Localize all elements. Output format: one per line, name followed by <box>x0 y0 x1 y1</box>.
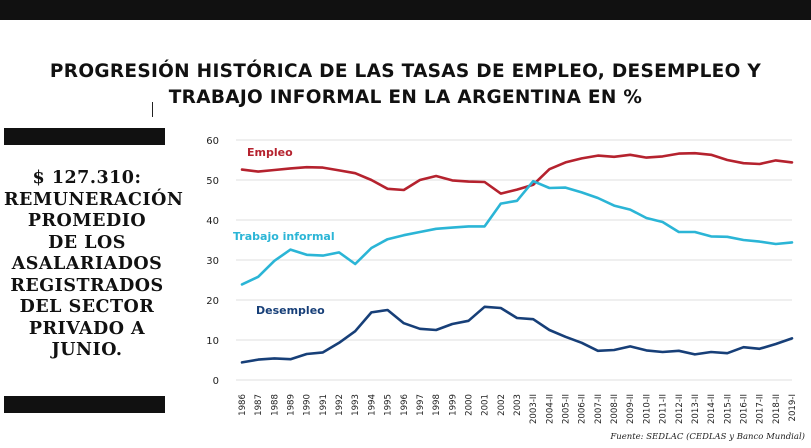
chart-gridlines <box>236 139 792 381</box>
x-tick-label: 2019-I <box>788 394 798 422</box>
x-tick-label: 2003 <box>513 394 523 416</box>
source-note: Fuente: SEDLAC (CEDLAS y Banco Mundial) <box>610 432 805 442</box>
y-tick-label: 50 <box>206 176 219 187</box>
series-label: Desempleo <box>256 304 325 317</box>
x-tick-label: 2018-II <box>772 394 782 424</box>
title-line-2: TRABAJO INFORMAL EN LA ARGENTINA EN % <box>168 87 643 108</box>
x-tick-label: 2001 <box>481 394 491 416</box>
x-tick-label: 2006-II <box>578 394 588 424</box>
y-tick-label: 60 <box>206 136 219 147</box>
series-line <box>240 179 794 286</box>
y-tick-label: 20 <box>206 296 219 307</box>
x-tick-label: 2016-II <box>739 394 749 424</box>
chart-title: PROGRESIÓN HISTÓRICA DE LAS TASAS DE EMP… <box>0 59 811 111</box>
x-tick-label: 1990 <box>303 394 313 416</box>
title-line-1: PROGRESIÓN HISTÓRICA DE LAS TASAS DE EMP… <box>49 61 762 82</box>
y-axis-tick-labels: 0 10 20 30 40 50 60 <box>206 136 219 387</box>
x-tick-label: 1997 <box>416 394 426 416</box>
x-tick-label: 1989 <box>287 394 297 416</box>
title-divider-line <box>152 102 153 117</box>
x-tick-label: 1993 <box>351 394 361 416</box>
callout-top-bar <box>4 128 165 145</box>
y-tick-label: 10 <box>206 336 219 347</box>
x-tick-label: 1994 <box>367 394 377 416</box>
x-tick-label: 2005-II <box>562 394 572 424</box>
x-tick-label: 1995 <box>384 394 394 416</box>
x-tick-label: 2009-II <box>626 394 636 424</box>
x-tick-label: 2012-II <box>675 394 685 424</box>
top-black-bar <box>0 0 811 20</box>
x-axis-tick-labels: 1986 1987 1988 1989 1990 1991 1992 1993 1994 1995… <box>238 394 798 424</box>
series-line <box>240 151 794 195</box>
x-tick-label: 2008-II <box>610 394 620 424</box>
y-tick-label: 0 <box>213 376 219 387</box>
x-tick-label: 2003-II <box>529 394 539 424</box>
callout-text: REMUNERACIÓN PROMEDIO DE LOS ASALARIADOS… <box>4 189 184 361</box>
x-tick-label: 2002 <box>497 394 507 416</box>
x-tick-label: 1988 <box>270 394 280 416</box>
x-tick-label: 1996 <box>400 394 410 416</box>
y-tick-label: 40 <box>206 216 219 227</box>
x-tick-label: 1986 <box>238 394 248 416</box>
x-tick-label: 2007-II <box>594 394 604 424</box>
chart-series-lines <box>240 151 794 364</box>
x-tick-label: 1987 <box>254 394 264 416</box>
x-tick-label: 2010-II <box>642 394 652 424</box>
x-tick-label: 2014-II <box>707 394 717 424</box>
callout-amount: $ 127.310: <box>32 168 142 188</box>
x-tick-label: 2011-II <box>659 394 669 424</box>
callout-bottom-bar <box>4 396 165 413</box>
x-tick-label: 1998 <box>432 394 442 416</box>
x-tick-label: 2013-II <box>691 394 701 424</box>
x-tick-label: 2017-II <box>756 394 766 424</box>
chart-series-labels: Empleo Trabajo informal Desempleo <box>233 146 335 317</box>
series-label: Trabajo informal <box>233 230 335 243</box>
series-label: Empleo <box>247 146 293 159</box>
y-tick-label: 30 <box>206 256 219 267</box>
x-tick-label: 2015-II <box>723 394 733 424</box>
series-line <box>240 305 794 364</box>
salary-callout: $ 127.310: REMUNERACIÓN PROMEDIO DE LOS … <box>4 168 184 362</box>
x-tick-label: 1999 <box>448 394 458 416</box>
x-tick-label: 1991 <box>319 394 329 416</box>
x-tick-label: 1992 <box>335 394 345 416</box>
x-tick-label: 2004-II <box>545 394 555 424</box>
x-tick-label: 2000 <box>464 394 474 416</box>
